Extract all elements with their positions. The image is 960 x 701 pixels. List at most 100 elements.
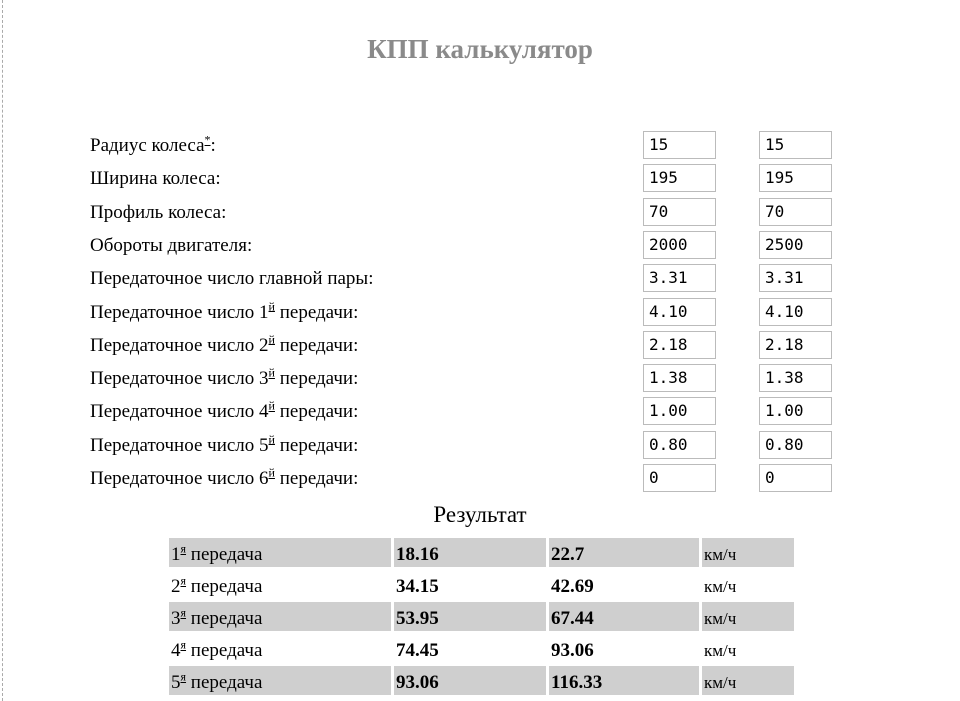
value-input-2[interactable]: 0.80: [759, 430, 832, 459]
label-text: Передаточное число 3: [90, 368, 269, 390]
field-label: Передаточное число 1й передачи:: [90, 299, 359, 324]
gear-cell: 1я передача: [169, 538, 391, 567]
label-text: Передаточное число 4: [90, 401, 269, 423]
label-text: Передаточное число 5: [90, 434, 269, 456]
field-label: Обороты двигателя:: [90, 235, 252, 257]
form-row: Передаточное число 1й передачи: 4.10 4.1…: [90, 297, 850, 326]
label-text: Обороты двигателя:: [90, 234, 253, 256]
value-input-2[interactable]: 1.38: [759, 364, 832, 393]
value-input-1[interactable]: 1.00: [643, 397, 716, 426]
value-input-1[interactable]: 15: [643, 131, 716, 159]
field-label: Передаточное число 4й передачи:: [90, 399, 359, 423]
result-row: 1я передача 18.16 22.7 км/ч: [169, 538, 794, 567]
value-input-1[interactable]: 70: [643, 197, 716, 226]
field-label: Передаточное число 6й передачи:: [90, 465, 359, 490]
label-sup: й: [268, 332, 275, 347]
gear-cell: 2я передача: [169, 570, 391, 599]
gear-sup: я: [180, 541, 187, 556]
label-text: Профиль колеса:: [90, 201, 227, 223]
gear-number: 3: [171, 608, 181, 629]
value-input-1[interactable]: 4.10: [643, 297, 716, 326]
gear-label: передача: [186, 608, 263, 629]
label-suffix: передачи:: [274, 401, 359, 423]
label-sup: *: [204, 132, 211, 147]
result-row: 4я передача 74.45 93.06 км/ч: [169, 634, 794, 663]
label-suffix: передачи:: [274, 301, 359, 323]
page-border: [2, 0, 3, 701]
label-text: Передаточное число 6: [90, 468, 269, 489]
gear-sup: я: [180, 669, 187, 684]
label-text: Радиус колеса: [90, 135, 205, 156]
value-input-1[interactable]: 2000: [643, 230, 716, 259]
value-input-1[interactable]: 0.80: [643, 430, 716, 459]
label-text: Ширина колеса:: [90, 168, 221, 190]
gear-label: передача: [186, 576, 263, 597]
speed-1: 53.95: [394, 602, 546, 631]
speed-1: 74.45: [396, 640, 439, 661]
value-input-1[interactable]: 195: [643, 164, 716, 193]
gear-cell: 4я передача: [169, 634, 391, 663]
gear-number: 5: [171, 672, 181, 693]
value-input-1[interactable]: 0: [643, 464, 716, 492]
result-row: 3я передача 53.95 67.44 км/ч: [169, 602, 794, 631]
form-row: Передаточное число 4й передачи: 1.00 1.0…: [90, 397, 850, 426]
gear-number: 1: [171, 544, 181, 565]
label-text: Передаточное число 2: [90, 334, 269, 356]
speed-2: 93.06: [551, 640, 594, 661]
unit: км/ч: [702, 538, 794, 567]
value-input-2[interactable]: 2.18: [759, 330, 832, 359]
speed-1: 18.16: [394, 538, 546, 567]
unit: км/ч: [702, 666, 794, 695]
result-title: Результат: [433, 502, 527, 527]
value-input-2[interactable]: 1.00: [759, 397, 832, 426]
label-suffix: передачи:: [274, 334, 359, 356]
value-input-1[interactable]: 2.18: [643, 330, 716, 359]
form-row: Профиль колеса: 70 70: [90, 197, 850, 226]
form-row: Радиус колеса*: 15 15: [90, 131, 850, 159]
label-text: Передаточное число 1: [90, 301, 269, 323]
unit: км/ч: [702, 602, 794, 631]
page-title: КПП калькулятор: [367, 34, 593, 64]
value-input-2[interactable]: 70: [759, 197, 832, 226]
label-suffix: передачи:: [274, 368, 359, 390]
gear-sup: я: [180, 637, 187, 652]
field-label: Передаточное число 2й передачи:: [90, 332, 359, 357]
result-row: 5я передача 93.06 116.33 км/ч: [169, 666, 794, 695]
label-sup: й: [268, 432, 275, 447]
field-label: Передаточное число главной пары:: [90, 268, 373, 290]
field-label: Передаточное число 5й передачи:: [90, 432, 359, 457]
label-sup: й: [268, 465, 275, 480]
value-input-2[interactable]: 2500: [759, 230, 832, 259]
value-input-2[interactable]: 4.10: [759, 297, 832, 326]
gear-label: передача: [186, 640, 263, 661]
unit: км/ч: [704, 577, 737, 596]
speed-1: 34.15: [396, 576, 439, 597]
speed-1: 93.06: [394, 666, 546, 695]
label-suffix: передачи:: [274, 434, 359, 456]
label-suffix: передачи:: [274, 468, 359, 489]
value-input-2[interactable]: 3.31: [759, 264, 832, 293]
speed-2: 22.7: [549, 538, 699, 567]
value-input-2[interactable]: 0: [759, 464, 832, 492]
speed-2: 116.33: [549, 666, 699, 695]
field-label: Радиус колеса*:: [90, 132, 216, 157]
result-row: 2я передача 34.15 42.69 км/ч: [169, 570, 794, 599]
gear-cell: 3я передача: [169, 602, 391, 631]
value-input-2[interactable]: 15: [759, 131, 832, 159]
speed-2: 67.44: [549, 602, 699, 631]
label-sup: й: [268, 399, 275, 414]
gear-sup: я: [180, 573, 187, 588]
speed-2: 42.69: [551, 576, 594, 597]
label-suffix: :: [210, 135, 216, 156]
form-row: Передаточное число 5й передачи: 0.80 0.8…: [90, 430, 850, 459]
form-row: Передаточное число 3й передачи: 1.38 1.3…: [90, 364, 850, 393]
form-row: Передаточное число главной пары: 3.31 3.…: [90, 264, 850, 293]
value-input-1[interactable]: 3.31: [643, 264, 716, 293]
field-label: Передаточное число 3й передачи:: [90, 367, 359, 390]
field-label: Профиль колеса:: [90, 202, 226, 224]
gear-sup: я: [180, 605, 187, 620]
value-input-1[interactable]: 1.38: [643, 364, 716, 393]
value-input-2[interactable]: 195: [759, 164, 832, 193]
label-sup: й: [268, 299, 275, 314]
gear-label: передача: [186, 672, 263, 693]
